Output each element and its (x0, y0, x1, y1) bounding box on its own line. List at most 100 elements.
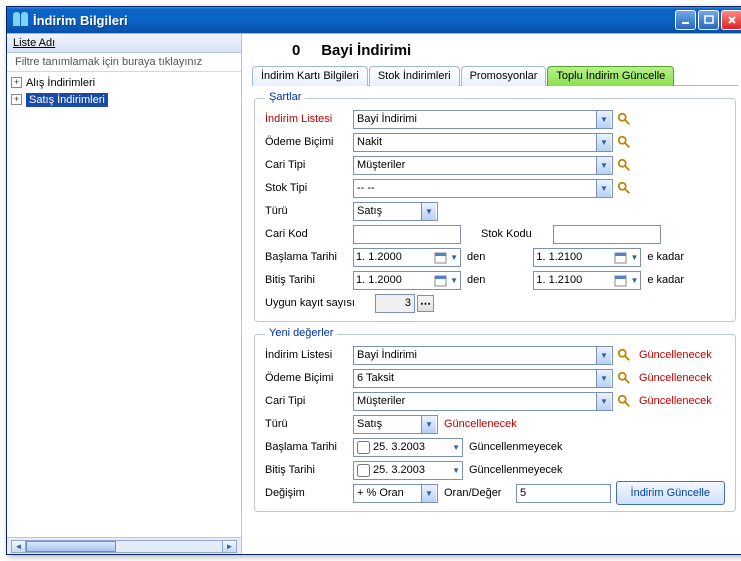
chevron-down-icon[interactable]: ▼ (421, 416, 436, 433)
scroll-right-icon[interactable]: ► (222, 540, 237, 553)
lbl-ekadar: e kadar (647, 274, 684, 286)
date-enable-checkbox[interactable] (357, 464, 370, 477)
chevron-down-icon[interactable]: ▼ (596, 370, 611, 387)
date-bitis[interactable]: 25. 3.2003 ▼ (353, 461, 463, 480)
chevron-down-icon[interactable]: ▼ (596, 111, 611, 128)
status-guncellenecek: Güncellenecek (639, 395, 712, 407)
lbl-cari-tipi: Cari Tipi (265, 395, 353, 407)
date-bitis-to[interactable]: 1. 1.2100 ▼ (533, 271, 641, 290)
combo-indirim-listesi[interactable]: Bayi İndirimi ▼ (353, 346, 613, 365)
chevron-down-icon[interactable]: ▼ (596, 347, 611, 364)
date-bitis-from[interactable]: 1. 1.2000 ▼ (353, 271, 461, 290)
tree-label: Alış İndirimleri (26, 77, 95, 89)
combo-stok-tipi[interactable]: -- -- ▼ (353, 179, 613, 198)
date-value: 25. 3.2003 (373, 441, 450, 453)
expand-icon[interactable]: + (11, 94, 22, 105)
tab-indirim-karti[interactable]: İndirim Kartı Bilgileri (252, 66, 368, 86)
sidebar: Liste Adı Filtre tanımlamak için buraya … (7, 34, 242, 554)
browse-button[interactable]: ⋯ (417, 295, 434, 312)
combo-turu[interactable]: Satış ▼ (353, 415, 438, 434)
calendar-icon[interactable] (613, 273, 628, 288)
lbl-baslama: Başlama Tarihi (265, 441, 353, 453)
lbl-stok-kodu: Stok Kodu (481, 228, 547, 240)
window-buttons (675, 10, 741, 30)
tree-item-alis[interactable]: + Alış İndirimleri (7, 74, 241, 91)
date-baslama[interactable]: 25. 3.2003 ▼ (353, 438, 463, 457)
combo-cari-tipi[interactable]: Müşteriler ▼ (353, 392, 613, 411)
page-title: 0 Bayi İndirimi (292, 42, 738, 59)
input-stok-kodu[interactable] (553, 225, 661, 244)
lbl-den: den (467, 251, 485, 263)
lookup-button[interactable] (615, 369, 633, 387)
date-baslama-to[interactable]: 1. 1.2100 ▼ (533, 248, 641, 267)
combo-turu[interactable]: Satış ▼ (353, 202, 438, 221)
lookup-button[interactable] (615, 110, 633, 128)
minimize-button[interactable] (675, 10, 696, 30)
close-button[interactable] (721, 10, 741, 30)
input-oran[interactable] (516, 484, 611, 503)
lookup-button[interactable] (615, 156, 633, 174)
date-value: 1. 1.2000 (356, 251, 433, 263)
lbl-odeme-bicimi: Ödeme Biçimi (265, 372, 353, 384)
calendar-icon[interactable] (613, 250, 628, 265)
tree-item-satis[interactable]: + Satış İndirimleri (7, 91, 241, 108)
status-guncellenecek: Güncellenecek (639, 349, 712, 361)
window-title: İndirim Bilgileri (33, 13, 675, 28)
date-value: 25. 3.2003 (373, 464, 450, 476)
status-guncellenmeyecek: Güncellenmeyecek (469, 464, 563, 476)
combo-cari-tipi[interactable]: Müşteriler ▼ (353, 156, 613, 175)
lookup-button[interactable] (615, 179, 633, 197)
chevron-down-icon[interactable]: ▼ (421, 485, 436, 502)
tab-stok-indirimleri[interactable]: Stok İndirimleri (369, 66, 460, 86)
lbl-cari-kod: Cari Kod (265, 228, 353, 240)
combo-odeme-bicimi[interactable]: 6 Taksit ▼ (353, 369, 613, 388)
filter-hint[interactable]: Filtre tanımlamak için buraya tıklayınız (7, 53, 241, 72)
chevron-down-icon[interactable]: ▼ (596, 180, 611, 197)
date-baslama-from[interactable]: 1. 1.2000 ▼ (353, 248, 461, 267)
tab-toplu-guncelle[interactable]: Toplu İndirim Güncelle (547, 66, 674, 86)
title-text: Bayi İndirimi (321, 42, 411, 59)
lbl-turu: Türü (265, 418, 353, 430)
combo-value: Müşteriler (357, 159, 594, 171)
calendar-icon[interactable] (433, 250, 448, 265)
sidebar-header: Liste Adı (7, 34, 241, 53)
group-sartlar: Şartlar İndirim Listesi Bayi İndirimi ▼ … (254, 98, 736, 322)
lbl-indirim-listesi: İndirim Listesi (265, 349, 353, 361)
input-cari-kod[interactable] (353, 225, 461, 244)
indirim-guncelle-button[interactable]: İndirim Güncelle (616, 481, 725, 505)
lookup-button[interactable] (615, 392, 633, 410)
lookup-button[interactable] (615, 133, 633, 151)
scroll-left-icon[interactable]: ◄ (11, 540, 26, 553)
combo-indirim-listesi[interactable]: Bayi İndirimi ▼ (353, 110, 613, 129)
combo-value: 6 Taksit (357, 372, 594, 384)
lbl-bitis: Bitiş Tarihi (265, 274, 353, 286)
chevron-down-icon[interactable]: ▼ (596, 134, 611, 151)
h-scrollbar[interactable]: ◄ ► (11, 540, 237, 553)
chevron-down-icon[interactable]: ▼ (596, 157, 611, 174)
combo-value: -- -- (357, 182, 594, 194)
combo-degisim[interactable]: + % Oran ▼ (353, 484, 438, 503)
status-guncellenecek: Güncellenecek (444, 418, 517, 430)
combo-value: Nakit (357, 136, 594, 148)
tab-promosyonlar[interactable]: Promosyonlar (461, 66, 547, 86)
status-guncellenecek: Güncellenecek (639, 372, 712, 384)
combo-value: Bayi İndirimi (357, 349, 594, 361)
calendar-icon[interactable] (433, 273, 448, 288)
maximize-button[interactable] (698, 10, 719, 30)
lookup-button[interactable] (615, 346, 633, 364)
date-enable-checkbox[interactable] (357, 441, 370, 454)
expand-icon[interactable]: + (11, 77, 22, 88)
chevron-down-icon[interactable]: ▼ (421, 203, 436, 220)
lbl-stok-tipi: Stok Tipi (265, 182, 353, 194)
chevron-down-icon[interactable]: ▼ (596, 393, 611, 410)
combo-odeme-bicimi[interactable]: Nakit ▼ (353, 133, 613, 152)
status-guncellenmeyecek: Güncellenmeyecek (469, 441, 563, 453)
lbl-indirim-listesi: İndirim Listesi (265, 113, 353, 125)
lbl-den: den (467, 274, 485, 286)
lbl-odeme-bicimi: Ödeme Biçimi (265, 136, 353, 148)
date-value: 1. 1.2100 (536, 274, 613, 286)
combo-value: Bayi İndirimi (357, 113, 594, 125)
tree-label: Satış İndirimleri (26, 93, 108, 107)
lbl-ekadar: e kadar (647, 251, 684, 263)
title-num: 0 (292, 42, 300, 59)
